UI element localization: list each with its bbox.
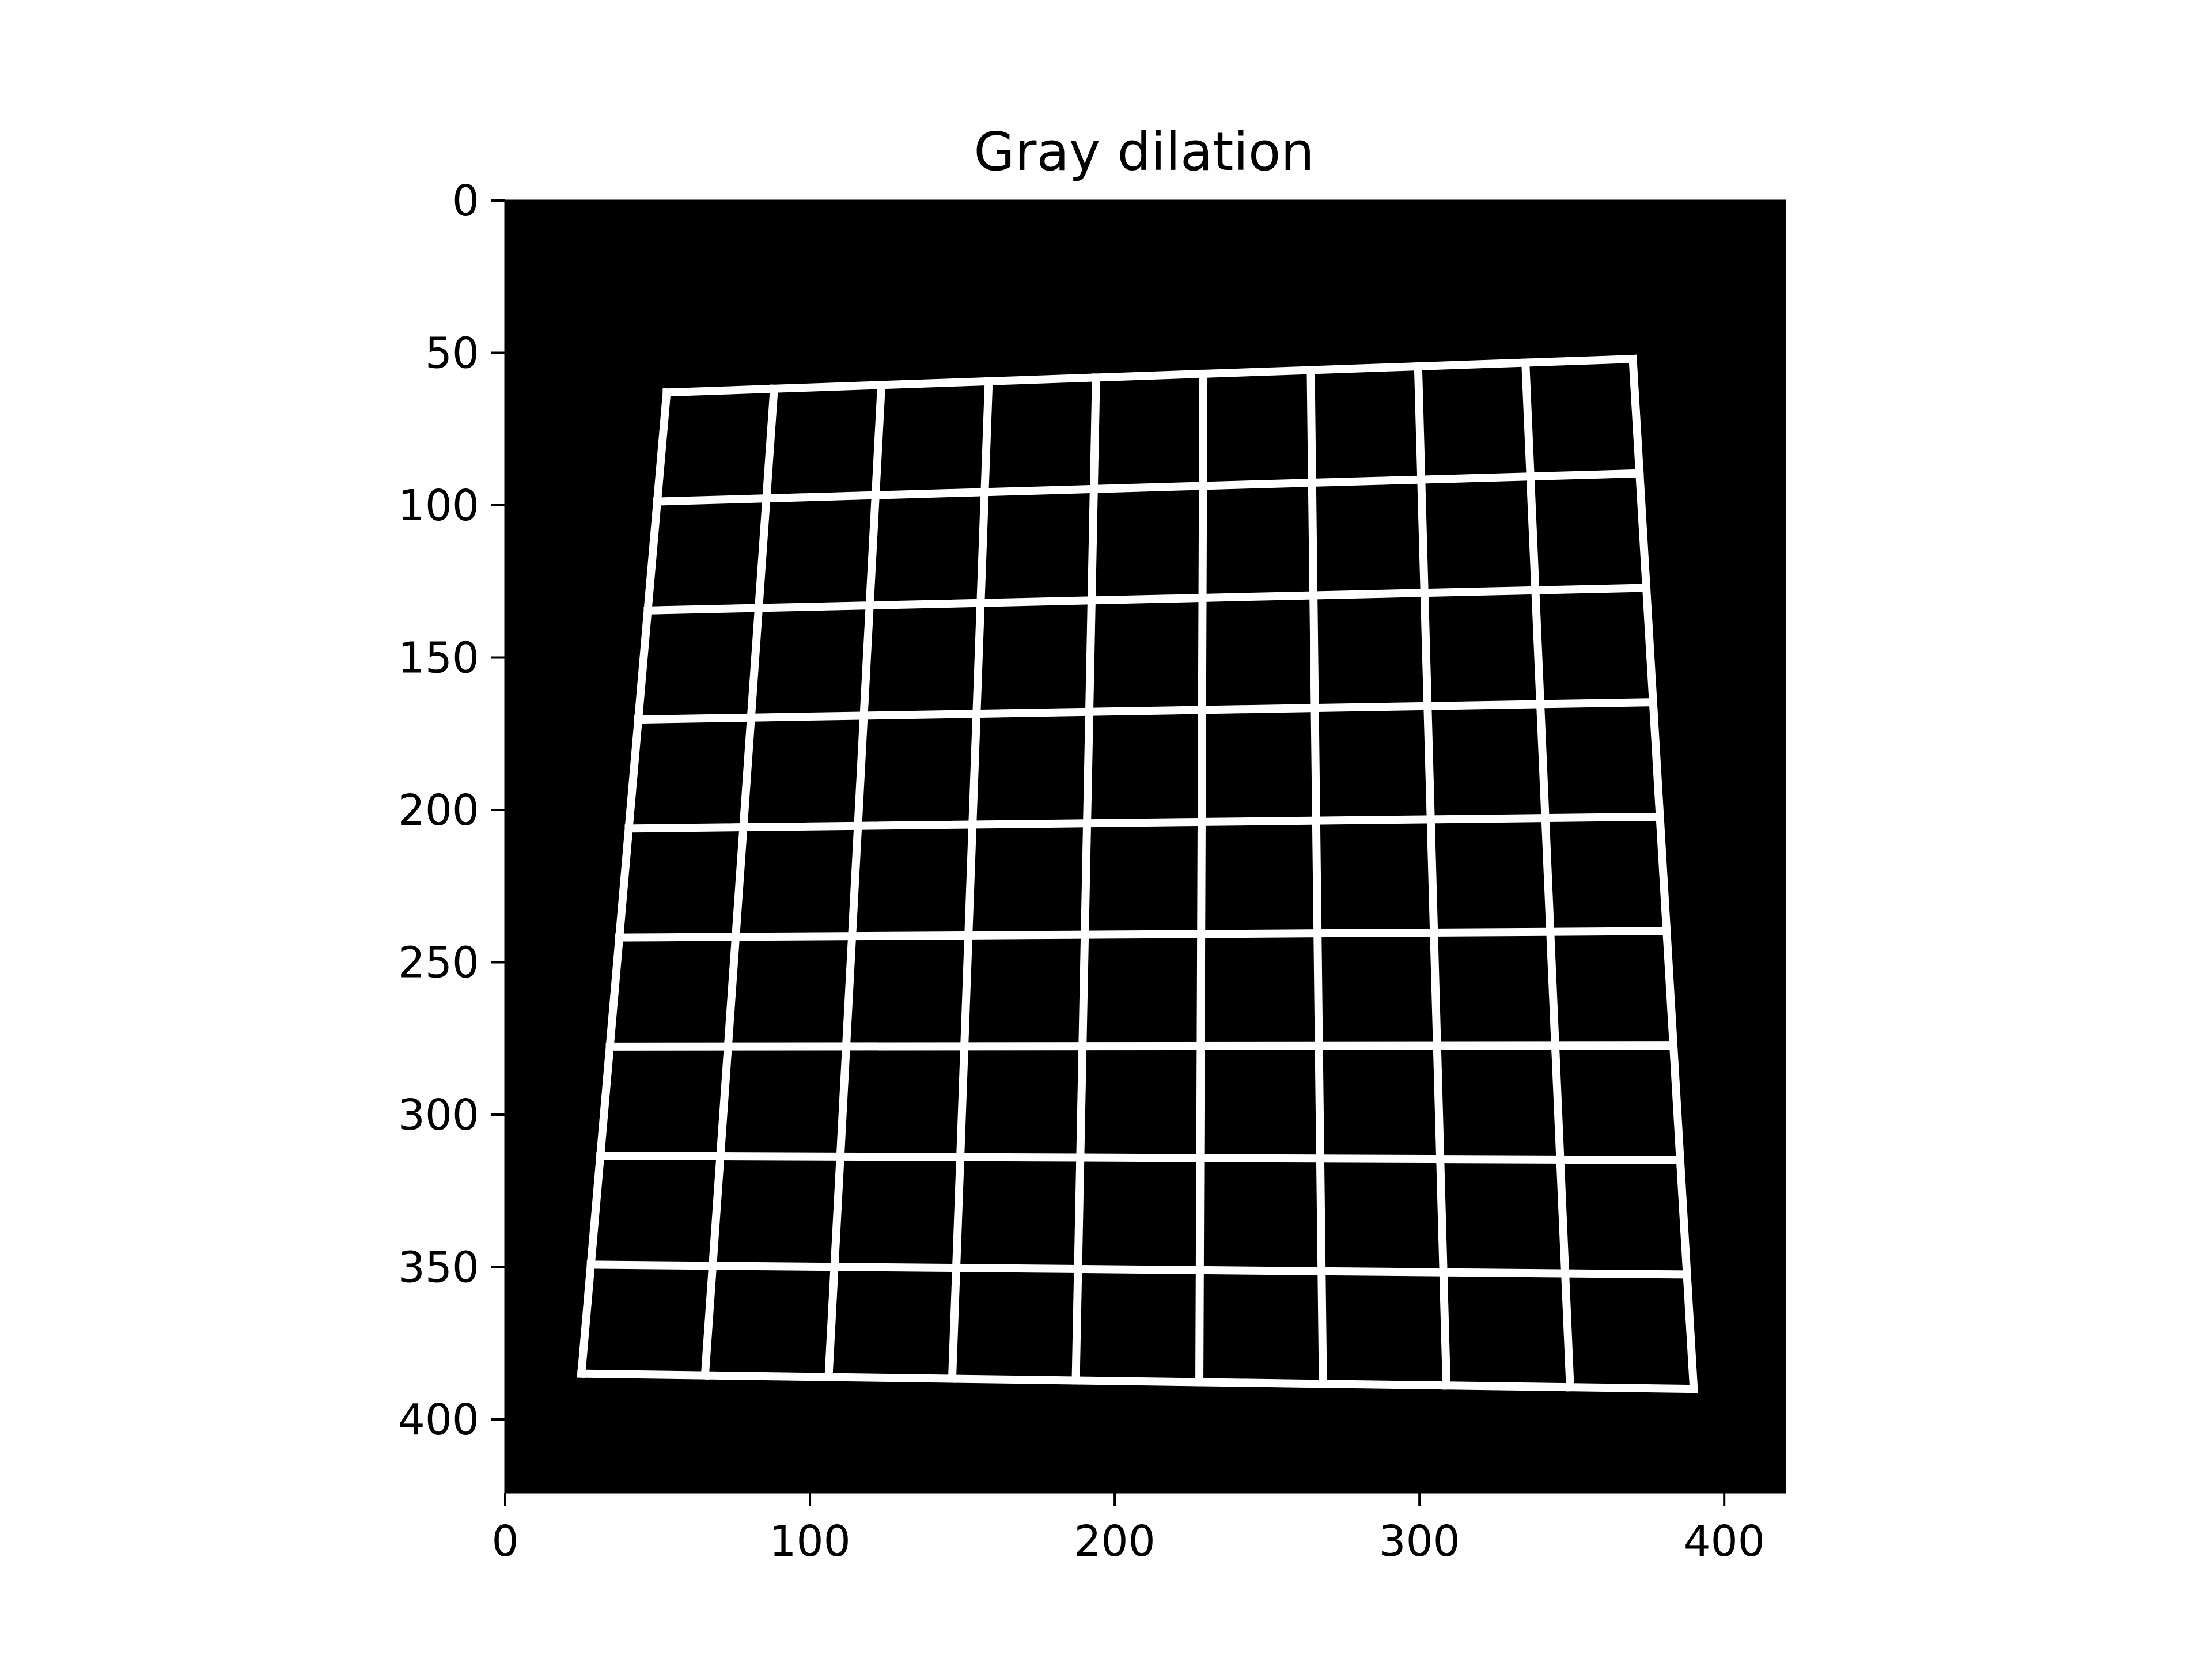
sudoku-digit: 5 <box>756 1054 811 1153</box>
grid-line-horizontal <box>653 469 1644 506</box>
sudoku-digit: 9 <box>1458 712 1514 815</box>
sudoku-digit: 7 <box>777 724 831 823</box>
sudoku-digit: 7 <box>680 506 734 605</box>
x-tick-label: 200 <box>1074 1517 1155 1566</box>
grid-line-vertical <box>700 384 779 1380</box>
sudoku-digit: 2 <box>994 1054 1049 1154</box>
x-tick-label: 0 <box>491 1517 518 1566</box>
x-axis: 0 100 200 300 400 <box>491 1493 1765 1566</box>
sudoku-digit: 8 <box>1454 599 1510 702</box>
sudoku-digit: 3 <box>763 944 818 1043</box>
y-tick-label: 50 <box>425 329 479 378</box>
grid-line-vertical <box>1195 369 1208 1387</box>
grid-line-horizontal <box>605 1041 1678 1051</box>
grid-line-horizontal <box>615 927 1671 942</box>
grid-line-horizontal <box>596 1152 1684 1164</box>
sudoku-digit: 3 <box>1571 710 1628 814</box>
y-tick-label: 400 <box>398 1395 479 1445</box>
grid-line-vertical <box>1071 373 1100 1385</box>
grid-line-horizontal <box>577 1369 1698 1393</box>
chart-title: Gray dilation <box>974 121 1314 183</box>
y-tick-label: 300 <box>398 1090 479 1140</box>
sudoku-grid <box>577 354 1698 1393</box>
grid-line-vertical <box>1628 354 1698 1393</box>
grid-line-vertical <box>1414 362 1451 1390</box>
grid-line-vertical <box>824 380 886 1381</box>
y-tick-label: 350 <box>398 1243 479 1293</box>
grid-line-horizontal <box>634 698 1657 724</box>
grid-line-vertical <box>948 377 993 1383</box>
y-tick-label: 250 <box>398 938 479 988</box>
y-tick-label: 200 <box>398 786 479 835</box>
sudoku-digit: 8 <box>654 834 709 933</box>
sudoku-digit: 1 <box>1115 941 1170 1042</box>
sudoku-digit: 6 <box>900 501 955 601</box>
sudoku-digit: 2 <box>865 1274 920 1374</box>
sudoku-digit: 2 <box>1353 1166 1409 1268</box>
sudoku-digit: 8 <box>1594 1166 1652 1270</box>
grid-line-horizontal <box>643 584 1651 615</box>
sudoku-digit: 5 <box>1577 824 1634 928</box>
sudoku-digit: 5 <box>1230 603 1286 705</box>
sudoku-digit: 3 <box>629 1162 683 1262</box>
grid-line-horizontal <box>624 812 1664 833</box>
y-tick-label: 100 <box>398 481 479 531</box>
y-tick-label: 0 <box>452 176 479 226</box>
sudoku-digit: 7 <box>1466 939 1522 1042</box>
grid-line-horizontal <box>662 354 1637 397</box>
y-axis: 0 50 100 150 200 250 300 350 400 <box>398 176 505 1445</box>
sudoku-digit: 9 <box>1559 481 1616 585</box>
x-tick-label: 100 <box>769 1517 850 1566</box>
sudoku-digits: 7 6 95 87 2 9 38 54 3 1 75 23 2 82 3 <box>629 481 1652 1376</box>
x-tick-label: 300 <box>1379 1517 1460 1566</box>
sudoku-digit: 4 <box>646 944 700 1043</box>
x-tick-label: 400 <box>1684 1517 1765 1566</box>
y-tick-label: 150 <box>398 634 479 683</box>
grid-line-vertical <box>1521 358 1575 1392</box>
grid-line-vertical <box>1306 366 1327 1388</box>
sudoku-digit: 2 <box>1118 717 1173 819</box>
grid-line-vertical <box>577 388 671 1378</box>
grid-line-horizontal <box>586 1260 1691 1279</box>
sudoku-digit: 3 <box>988 1276 1043 1376</box>
